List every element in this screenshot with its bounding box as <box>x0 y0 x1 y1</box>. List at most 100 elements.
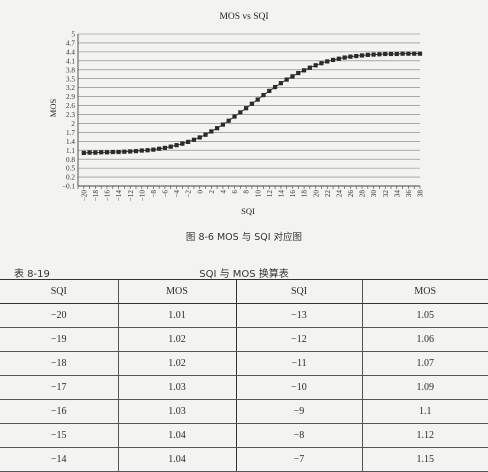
data-point <box>330 57 336 63</box>
y-tick-label: 3.2 <box>66 84 75 92</box>
x-tick-label: −2 <box>185 190 193 198</box>
x-tick-label: 0 <box>196 190 204 194</box>
data-point <box>215 126 220 131</box>
data-point <box>87 150 92 155</box>
cell-mos: 1.12 <box>361 423 488 448</box>
x-tick-label: −4 <box>173 190 181 198</box>
cell-mos: 1.09 <box>361 375 488 400</box>
data-point <box>417 51 423 56</box>
cell-sqi: −20 <box>0 303 118 328</box>
cell-sqi: −15 <box>0 423 118 448</box>
plot-area: −0.10.20.50.81.11.41.722.32.62.93.23.53.… <box>62 31 425 202</box>
cell-mos: 1.01 <box>117 303 236 328</box>
data-point <box>226 118 231 123</box>
x-tick-label: 24 <box>335 190 343 198</box>
header-mos-right: MOS <box>361 279 488 304</box>
y-axis-label: MOS <box>48 99 58 118</box>
textbook-page: { "chart_data": { "type": "line", "title… <box>0 12 488 472</box>
data-point <box>162 145 168 150</box>
mos-vs-sqi-chart: MOS vs SQI −0.10.20.50.81.11.41.722.32.6… <box>48 12 425 216</box>
data-point <box>412 51 417 56</box>
y-tick-label: 2.9 <box>66 93 75 101</box>
data-point <box>406 51 411 56</box>
sqi-mos-table: SQI MOS SQI MOS −20 1.01 −13 1.05 −19 1.… <box>0 279 488 472</box>
data-point <box>203 132 208 137</box>
data-point <box>255 97 260 102</box>
y-tick-label: 2.3 <box>66 111 75 119</box>
x-tick-label: 6 <box>231 190 239 194</box>
data-point <box>394 51 399 57</box>
x-tick-label: 14 <box>277 190 285 198</box>
data-point <box>128 149 133 154</box>
data-point <box>284 77 289 82</box>
data-point <box>307 65 312 70</box>
table-header-row: SQI MOS SQI MOS <box>0 279 488 304</box>
data-point <box>261 92 266 98</box>
x-tick-label: 16 <box>289 190 297 198</box>
table-row: −14 1.04 −7 1.15 <box>0 447 488 472</box>
x-tick-label: 34 <box>393 190 401 198</box>
data-point <box>186 139 191 144</box>
data-point <box>133 149 139 154</box>
data-point <box>174 143 179 148</box>
data-point <box>151 147 156 152</box>
cell-mos: 1.1 <box>361 399 488 424</box>
x-tick-label: −16 <box>104 190 112 202</box>
data-point <box>209 129 214 134</box>
cell-sqi: −18 <box>0 351 118 376</box>
cell-sqi: −12 <box>235 327 362 352</box>
x-tick-label: 32 <box>382 190 390 198</box>
x-tick-label: 38 <box>417 190 425 198</box>
table-number: 表 8-19 <box>14 269 50 280</box>
y-tick-label: 4.1 <box>66 57 75 65</box>
x-tick-label: 12 <box>266 190 274 198</box>
data-point <box>336 56 341 61</box>
cell-sqi: −9 <box>235 399 362 424</box>
x-tick-label: 22 <box>324 190 332 198</box>
x-tick-label: −20 <box>80 190 88 202</box>
cell-mos: 1.03 <box>117 375 236 400</box>
cell-mos: 1.06 <box>361 327 488 352</box>
cell-sqi: −11 <box>235 351 362 376</box>
table-row: −15 1.04 −8 1.12 <box>0 423 488 448</box>
y-tick-label: −0.1 <box>62 183 75 191</box>
x-tick-label: 28 <box>359 190 367 198</box>
data-point <box>104 150 110 155</box>
cell-mos: 1.05 <box>361 303 488 328</box>
data-point <box>220 122 226 127</box>
data-point <box>197 135 202 140</box>
cell-sqi: −14 <box>0 447 118 472</box>
data-point <box>290 74 295 79</box>
data-point <box>157 146 162 151</box>
data-point <box>365 52 370 57</box>
cell-mos: 1.15 <box>361 447 488 472</box>
data-point <box>383 51 388 57</box>
y-tick-label: 5 <box>71 31 75 39</box>
data-point <box>377 52 382 57</box>
data-point <box>371 52 376 57</box>
y-tick-label: 1.7 <box>66 129 75 137</box>
cell-mos: 1.07 <box>361 351 488 376</box>
header-mos-left: MOS <box>117 279 236 304</box>
cell-sqi: −19 <box>0 327 118 352</box>
cell-sqi: −10 <box>235 375 362 400</box>
data-point <box>145 148 150 153</box>
data-point <box>301 68 307 73</box>
cell-mos: 1.02 <box>117 327 236 352</box>
y-tick-label: 3.8 <box>66 66 75 74</box>
y-tick-label: 2.6 <box>66 102 75 110</box>
data-point <box>81 150 86 156</box>
x-tick-label: 10 <box>254 190 262 198</box>
cell-sqi: −17 <box>0 375 118 400</box>
data-point <box>93 150 98 155</box>
data-point <box>354 53 359 59</box>
data-point <box>359 53 365 58</box>
y-tick-label: 0.5 <box>66 165 75 173</box>
y-tick-label: 3.5 <box>66 75 75 83</box>
y-tick-label: 0.8 <box>66 156 75 164</box>
header-sqi-right: SQI <box>235 279 362 304</box>
x-axis-label: SQI <box>241 206 255 216</box>
y-tick-label: 1.4 <box>66 138 75 146</box>
x-tick-label: 20 <box>312 190 320 198</box>
table-row: −18 1.02 −11 1.07 <box>0 351 488 376</box>
